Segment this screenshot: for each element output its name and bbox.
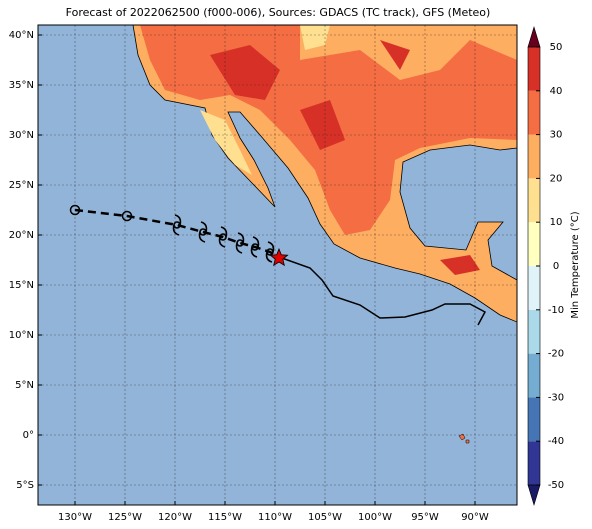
colorbar-label: Min Temperature (°C) [570,211,581,318]
track-point [121,210,133,222]
colorbar: 50 40 30 20 10 0 -10 -20 -30 -40 -50 [527,25,564,507]
title: Forecast of 2022062500 (f000-006), Sourc… [66,6,491,19]
cool-region [200,25,330,175]
y-tick-label: 5°N [15,380,34,391]
colorbar-band [528,134,540,179]
x-tick-label: 110°W [258,512,292,523]
colorbar-band [528,178,540,223]
colorbar-band [528,353,540,398]
colorbar-tick-label: -30 [548,392,564,403]
x-tick-label: 105°W [308,512,342,523]
graticule [38,25,517,505]
colorbar-tick-label: 20 [550,173,563,184]
colorbar-band [528,266,540,310]
x-tick-label: 90°W [461,512,489,523]
colorbar-band [528,397,540,442]
colorbar-tick-label: 10 [550,217,563,228]
hot-region [210,40,480,275]
colorbar-tick-label: 40 [550,86,563,97]
y-tick-label: 0° [23,430,34,441]
x-tick-label: 125°W [108,512,142,523]
colorbar-band [528,441,540,485]
colorbar-tick-label: 50 [550,42,563,53]
x-tick-label: 120°W [158,512,192,523]
y-tick-label: 10°N [9,330,34,341]
y-tick-label: 20°N [9,230,34,241]
colorbar-band [528,309,540,354]
x-tick-label: 130°W [58,512,92,523]
colorbar-tick-label: 0 [553,261,559,272]
colorbar-arrow [527,25,541,48]
current-position [269,247,289,267]
y-tick-label: 5°S [16,480,34,491]
y-tick-label: 35°N [9,80,34,91]
colorbar-tick-label: 30 [550,130,563,141]
y-tick-label: 30°N [9,130,34,141]
colorbar-band [528,90,540,135]
colorbar-band [528,222,540,266]
colorbar-band [528,47,540,91]
x-tick-label: 115°W [208,512,242,523]
colorbar-tick-label: -40 [548,436,564,447]
track-dashed [74,208,280,259]
x-tick-label: 100°W [358,512,392,523]
y-tick-label: 40°N [9,30,34,41]
colorbar-arrow [527,484,541,507]
x-tick-label: 95°W [411,512,439,523]
colorbar-tick-label: -50 [548,480,564,491]
colorbar-tick-label: -10 [548,305,564,316]
y-tick-label: 15°N [9,280,34,291]
map-frame [37,24,518,506]
colorbar-tick-label: -20 [548,349,564,360]
storm-symbols [172,214,275,263]
map-area [38,25,517,505]
track-forecast [278,256,487,326]
y-tick-label: 25°N [9,180,34,191]
islands [458,433,470,444]
